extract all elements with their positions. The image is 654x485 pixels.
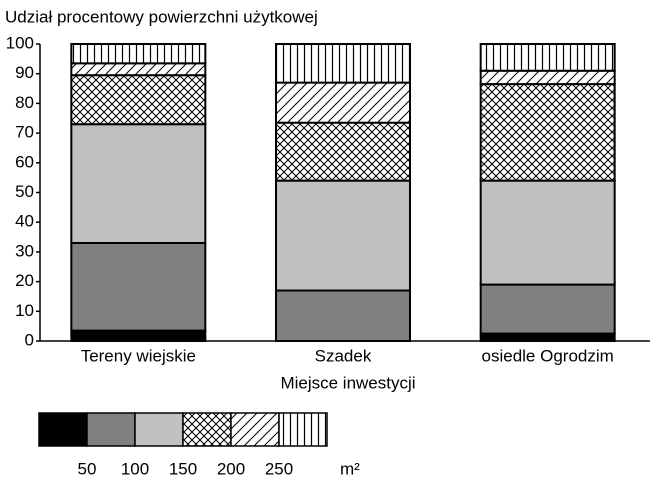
y-tick-label: 10 bbox=[15, 301, 34, 320]
y-tick-label: 30 bbox=[15, 241, 34, 260]
bar-segment bbox=[70, 43, 207, 65]
bar-segment bbox=[479, 83, 616, 182]
bar-segment bbox=[70, 329, 207, 343]
y-tick-label: 80 bbox=[15, 93, 34, 112]
y-tick-label: 70 bbox=[15, 123, 34, 142]
y-tick-label: 60 bbox=[15, 152, 34, 171]
bar-segment bbox=[275, 81, 411, 124]
x-axis-label: Miejsce inwestycji bbox=[280, 373, 415, 392]
y-tick-label: 40 bbox=[15, 212, 34, 231]
y-tick-label: 0 bbox=[25, 330, 34, 349]
bar-segment bbox=[275, 289, 411, 343]
bar-segment bbox=[479, 69, 616, 86]
bar-segment bbox=[479, 179, 616, 286]
legend-swatch bbox=[230, 412, 280, 447]
chart-title: Udział procentowy powierzchni użytkowej bbox=[5, 7, 318, 26]
bar-segment bbox=[70, 241, 207, 332]
y-tick-label: 90 bbox=[15, 63, 34, 82]
legend-label: 150 bbox=[169, 459, 197, 478]
legend-swatch bbox=[134, 412, 184, 447]
x-tick-label: Tereny wiejskie bbox=[81, 346, 196, 365]
y-tick-label: 20 bbox=[15, 271, 34, 290]
legend-label: 200 bbox=[217, 459, 245, 478]
bar-segment bbox=[275, 121, 411, 182]
legend-swatch bbox=[38, 412, 88, 447]
bar-segment bbox=[479, 332, 616, 343]
bar-segment bbox=[70, 74, 207, 126]
legend-swatch bbox=[278, 412, 328, 447]
bar-segment bbox=[275, 43, 411, 84]
y-tick-label: 100 bbox=[6, 33, 34, 52]
legend-swatch bbox=[86, 412, 136, 447]
y-tick-label: 50 bbox=[15, 182, 34, 201]
bar-segment bbox=[479, 43, 616, 72]
legend-label: 50 bbox=[78, 459, 97, 478]
x-tick-label: osiedle Ogrodzim bbox=[482, 346, 614, 365]
legend-swatch bbox=[182, 412, 232, 447]
bar-segment bbox=[479, 283, 616, 335]
legend-unit: m² bbox=[340, 459, 360, 478]
legend-label: 250 bbox=[265, 459, 293, 478]
x-tick-label: Szadek bbox=[315, 346, 372, 365]
bar-segment bbox=[70, 123, 207, 244]
bar-segment bbox=[70, 62, 207, 77]
legend-label: 100 bbox=[121, 459, 149, 478]
bar-segment bbox=[275, 179, 411, 292]
